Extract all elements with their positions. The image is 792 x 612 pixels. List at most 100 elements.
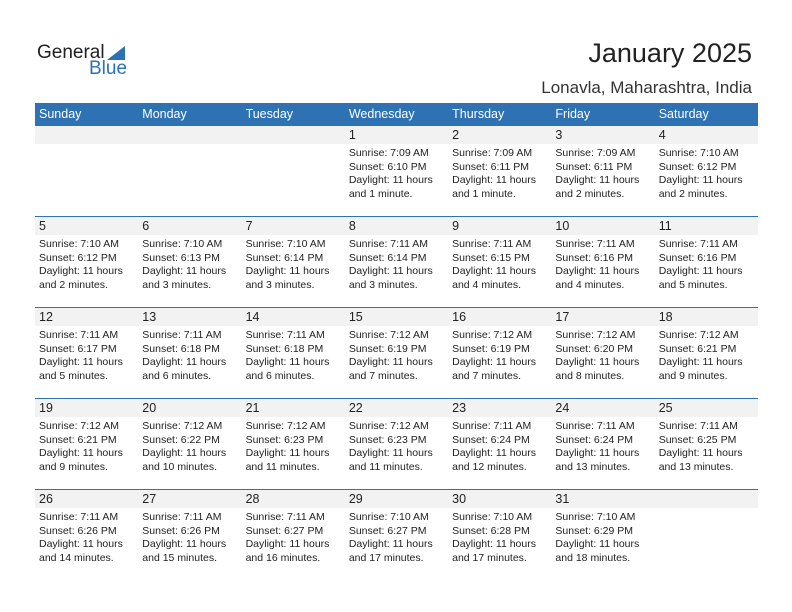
- sunset-text: Sunset: 6:15 PM: [452, 251, 530, 264]
- day-cell: 11 Sunrise: 7:11 AM Sunset: 6:16 PM Dayligh…: [654, 217, 758, 307]
- logo-text-general: General: [37, 42, 105, 63]
- day-number: [241, 126, 345, 144]
- daylight1-text: Daylight: 11 hours: [452, 447, 536, 459]
- day-cell: 16 Sunrise: 7:12 AM Sunset: 6:19 PM Dayligh…: [448, 308, 552, 398]
- day-number: [654, 490, 758, 508]
- day-cell: 18 Sunrise: 7:12 AM Sunset: 6:21 PM Dayligh…: [654, 308, 758, 398]
- sunrise-text: Sunrise: 7:12 AM: [142, 420, 223, 432]
- sunrise-text: Sunrise: 7:12 AM: [452, 329, 533, 341]
- daylight1-text: Daylight: 11 hours: [452, 265, 536, 277]
- weekday-sunday: Sunday: [39, 107, 82, 121]
- sun-info: Sunrise: 7:09 AM Sunset: 6:11 PM Daylight:…: [551, 144, 654, 201]
- sunrise-text: Sunrise: 7:11 AM: [142, 329, 222, 341]
- daylight1-text: Daylight: 11 hours: [452, 538, 536, 550]
- daylight2-text: and 1 minute.: [348, 187, 413, 200]
- sunrise-text: Sunrise: 7:11 AM: [555, 420, 635, 432]
- sun-info: Sunrise: 7:11 AM Sunset: 6:17 PM Daylight:…: [35, 326, 138, 383]
- weekday-wednesday: Wednesday: [348, 107, 415, 121]
- daylight2-text: and 3 minutes.: [142, 278, 212, 291]
- sun-info: Sunrise: 7:10 AM Sunset: 6:28 PM Daylight:…: [448, 508, 551, 565]
- sun-info: Sunrise: 7:10 AM Sunset: 6:29 PM Daylight:…: [551, 508, 654, 565]
- day-number: 1: [344, 126, 449, 144]
- sun-info: Sunrise: 7:10 AM Sunset: 6:12 PM Daylight:…: [35, 235, 138, 292]
- sun-info: Sunrise: 7:10 AM Sunset: 6:12 PM Daylight:…: [655, 144, 758, 201]
- daylight2-text: and 7 minutes.: [348, 369, 418, 382]
- empty-cell: [138, 126, 242, 216]
- day-cell: 15 Sunrise: 7:12 AM Sunset: 6:19 PM Dayligh…: [344, 308, 449, 398]
- sun-info: Sunrise: 7:11 AM Sunset: 6:24 PM Daylight:…: [551, 417, 654, 474]
- sun-info: Sunrise: 7:12 AM Sunset: 6:19 PM Daylight:…: [345, 326, 448, 383]
- daylight2-text: and 2 minutes.: [39, 278, 108, 291]
- week-row: 1 Sunrise: 7:09 AM Sunset: 6:10 PM Daylight…: [35, 125, 758, 216]
- day-cell: 12 Sunrise: 7:11 AM Sunset: 6:17 PM Dayligh…: [35, 308, 139, 398]
- sunrise-text: Sunrise: 7:12 AM: [39, 420, 119, 432]
- sunset-text: Sunset: 6:23 PM: [245, 433, 324, 446]
- sunset-text: Sunset: 6:21 PM: [658, 342, 737, 355]
- daylight2-text: and 18 minutes.: [555, 551, 631, 564]
- day-number: 27: [138, 490, 242, 508]
- daylight2-text: and 9 minutes.: [39, 460, 108, 473]
- daylight1-text: Daylight: 11 hours: [555, 447, 640, 459]
- day-cell: 27 Sunrise: 7:11 AM Sunset: 6:26 PM Dayligh…: [138, 490, 242, 580]
- day-number: 12: [35, 308, 139, 326]
- logo-text-blue: Blue: [89, 58, 128, 79]
- sun-info: Sunrise: 7:12 AM Sunset: 6:23 PM Daylight:…: [345, 417, 448, 474]
- day-cell: 7 Sunrise: 7:10 AM Sunset: 6:14 PM Daylight…: [241, 217, 345, 307]
- daylight1-text: Daylight: 11 hours: [142, 356, 227, 368]
- sun-info: Sunrise: 7:11 AM Sunset: 6:18 PM Daylight:…: [242, 326, 345, 383]
- sun-info: Sunrise: 7:11 AM Sunset: 6:15 PM Daylight:…: [448, 235, 551, 292]
- sunset-text: Sunset: 6:20 PM: [555, 342, 634, 355]
- sun-info: Sunrise: 7:09 AM Sunset: 6:10 PM Daylight:…: [345, 144, 448, 201]
- sun-info: Sunrise: 7:11 AM Sunset: 6:14 PM Daylight:…: [345, 235, 448, 292]
- day-number: 3: [551, 126, 655, 144]
- day-number: 4: [654, 126, 758, 144]
- daylight1-text: Daylight: 11 hours: [555, 538, 640, 550]
- daylight2-text: and 2 minutes.: [658, 187, 728, 200]
- day-cell: 23 Sunrise: 7:11 AM Sunset: 6:24 PM Dayligh…: [448, 399, 552, 489]
- daylight2-text: and 16 minutes.: [245, 551, 321, 564]
- day-cell: 17 Sunrise: 7:12 AM Sunset: 6:20 PM Dayligh…: [551, 308, 655, 398]
- week-row: 5 Sunrise: 7:10 AM Sunset: 6:12 PM Daylight…: [35, 216, 758, 307]
- daylight2-text: and 2 minutes.: [555, 187, 625, 200]
- daylight1-text: Daylight: 11 hours: [348, 356, 433, 368]
- day-cell: 14 Sunrise: 7:11 AM Sunset: 6:18 PM Dayligh…: [241, 308, 345, 398]
- sun-info: Sunrise: 7:11 AM Sunset: 6:16 PM Daylight:…: [551, 235, 654, 292]
- daylight2-text: and 5 minutes.: [39, 369, 108, 382]
- daylight1-text: Daylight: 11 hours: [142, 265, 227, 277]
- sun-info: Sunrise: 7:10 AM Sunset: 6:27 PM Daylight:…: [345, 508, 448, 565]
- sunset-text: Sunset: 6:21 PM: [39, 433, 117, 446]
- sunrise-text: Sunrise: 7:11 AM: [39, 329, 119, 341]
- sunset-text: Sunset: 6:11 PM: [555, 160, 633, 173]
- sunrise-text: Sunrise: 7:12 AM: [245, 420, 326, 432]
- day-cell: 13 Sunrise: 7:11 AM Sunset: 6:18 PM Dayligh…: [138, 308, 242, 398]
- day-number: 8: [344, 217, 449, 235]
- daylight2-text: and 17 minutes.: [452, 551, 527, 564]
- sun-info: Sunrise: 7:11 AM Sunset: 6:24 PM Daylight:…: [448, 417, 551, 474]
- day-cell: 6 Sunrise: 7:10 AM Sunset: 6:13 PM Daylight…: [138, 217, 242, 307]
- daylight1-text: Daylight: 11 hours: [39, 538, 123, 550]
- day-number: 17: [551, 308, 655, 326]
- sunrise-text: Sunrise: 7:09 AM: [452, 147, 533, 159]
- empty-cell: [35, 126, 139, 216]
- sunrise-text: Sunrise: 7:12 AM: [348, 329, 429, 341]
- day-cell: 24 Sunrise: 7:11 AM Sunset: 6:24 PM Dayligh…: [551, 399, 655, 489]
- day-number: 6: [138, 217, 242, 235]
- daylight1-text: Daylight: 11 hours: [555, 174, 640, 186]
- sunset-text: Sunset: 6:29 PM: [555, 524, 634, 537]
- sunrise-text: Sunrise: 7:12 AM: [555, 329, 636, 341]
- sunset-text: Sunset: 6:16 PM: [658, 251, 737, 264]
- sun-info: Sunrise: 7:11 AM Sunset: 6:26 PM Daylight:…: [138, 508, 241, 565]
- daylight1-text: Daylight: 11 hours: [348, 174, 433, 186]
- day-number: [35, 126, 139, 144]
- day-cell: 31 Sunrise: 7:10 AM Sunset: 6:29 PM Dayligh…: [551, 490, 655, 580]
- page-title: January 2025: [588, 38, 752, 68]
- logo-triangle-icon: [107, 46, 125, 60]
- sun-info: Sunrise: 7:12 AM Sunset: 6:22 PM Daylight:…: [138, 417, 241, 474]
- sunset-text: Sunset: 6:16 PM: [555, 251, 634, 264]
- weekday-thursday: Thursday: [452, 107, 505, 121]
- day-cell: 1 Sunrise: 7:09 AM Sunset: 6:10 PM Daylight…: [344, 126, 449, 216]
- sunrise-text: Sunrise: 7:11 AM: [452, 420, 532, 432]
- day-cell: 9 Sunrise: 7:11 AM Sunset: 6:15 PM Daylight…: [448, 217, 552, 307]
- sunrise-text: Sunrise: 7:10 AM: [348, 511, 429, 523]
- day-number: 21: [241, 399, 345, 417]
